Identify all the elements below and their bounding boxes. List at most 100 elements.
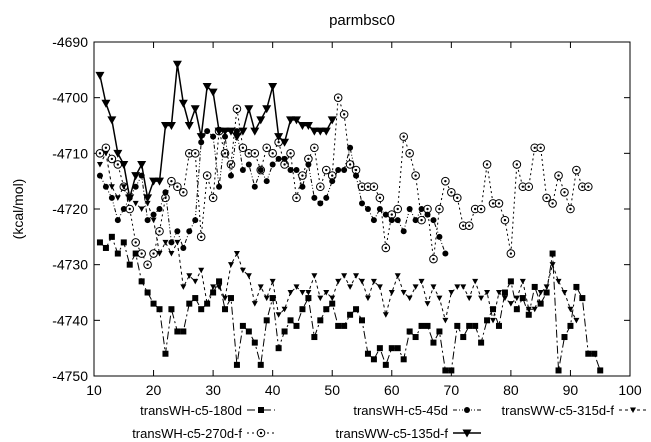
y-tick-label: -4740 xyxy=(52,312,88,328)
data-point xyxy=(501,289,508,296)
data-point xyxy=(311,194,318,201)
data-point xyxy=(269,278,276,285)
data-point xyxy=(143,194,153,203)
data-point xyxy=(494,199,504,208)
data-point xyxy=(436,233,443,240)
legend-label: transWW-c5-315d-f xyxy=(502,403,615,418)
data-point xyxy=(323,306,330,313)
data-point xyxy=(245,328,252,335)
data-point xyxy=(132,250,139,257)
data-point xyxy=(222,306,229,313)
data-point xyxy=(120,206,127,212)
data-point xyxy=(323,290,330,296)
data-point xyxy=(226,160,236,169)
data-point xyxy=(399,132,408,141)
data-point xyxy=(222,295,229,302)
data-point xyxy=(464,407,470,413)
data-point xyxy=(341,167,348,174)
data-point xyxy=(585,350,592,357)
x-tick-label: 60 xyxy=(384,382,400,398)
data-point xyxy=(393,204,403,214)
data-point xyxy=(131,172,141,181)
data-point xyxy=(495,322,502,329)
data-point xyxy=(220,127,230,136)
data-point xyxy=(180,244,187,251)
data-point xyxy=(405,149,414,158)
data-point xyxy=(155,226,164,236)
data-point xyxy=(573,283,580,290)
data-point xyxy=(376,284,383,290)
series-transWW-c5-135d-f xyxy=(95,60,337,203)
data-point xyxy=(555,367,562,374)
data-point xyxy=(537,300,544,307)
data-point xyxy=(174,328,181,335)
data-point xyxy=(370,356,377,363)
x-tick-label: 70 xyxy=(444,382,460,398)
data-point xyxy=(561,290,568,296)
data-point xyxy=(132,183,139,190)
data-point xyxy=(388,290,395,296)
data-point xyxy=(506,249,516,258)
y-tick-label: -4730 xyxy=(52,257,88,273)
data-point xyxy=(120,239,127,246)
data-point xyxy=(281,155,288,162)
data-point xyxy=(233,361,240,368)
data-point xyxy=(435,204,444,214)
data-point xyxy=(299,290,306,296)
data-point xyxy=(162,350,169,357)
data-point xyxy=(335,278,342,285)
data-point xyxy=(311,273,318,279)
data-point xyxy=(484,290,491,296)
data-point xyxy=(113,149,123,158)
data-point xyxy=(584,182,593,192)
data-point xyxy=(186,273,193,279)
data-point xyxy=(329,300,336,307)
data-point xyxy=(144,289,151,296)
data-point xyxy=(287,290,294,296)
data-point xyxy=(460,284,467,290)
data-point xyxy=(168,239,175,246)
data-point xyxy=(549,262,556,268)
data-point xyxy=(347,144,354,151)
data-point xyxy=(317,200,324,207)
data-point xyxy=(567,306,574,313)
data-point xyxy=(198,267,205,274)
data-point xyxy=(436,328,443,335)
data-point xyxy=(174,228,181,235)
data-point xyxy=(507,301,514,307)
data-point xyxy=(114,250,121,257)
data-point xyxy=(310,143,319,153)
data-point xyxy=(291,116,301,125)
data-point xyxy=(454,322,461,329)
data-point xyxy=(198,139,205,146)
data-point xyxy=(316,182,325,192)
data-point xyxy=(286,149,295,158)
data-point xyxy=(280,138,290,147)
data-point xyxy=(537,290,544,296)
data-point xyxy=(196,133,206,142)
data-point xyxy=(382,361,389,368)
data-point xyxy=(353,306,360,313)
data-point xyxy=(186,300,193,307)
data-point xyxy=(543,289,550,296)
data-point xyxy=(630,407,636,413)
data-point xyxy=(268,149,277,158)
y-axis-label: (kcal/mol) xyxy=(10,179,26,240)
series-line xyxy=(99,235,601,371)
data-point xyxy=(257,361,264,368)
data-point xyxy=(166,122,176,130)
series-line xyxy=(99,64,333,201)
data-point xyxy=(370,278,377,285)
legend-label: transWH-c5-270d-f xyxy=(132,426,242,441)
data-point xyxy=(359,278,365,285)
data-point xyxy=(167,176,176,186)
data-point xyxy=(315,127,325,136)
legend-item: transWW-c5-315d-f xyxy=(502,403,647,418)
data-point xyxy=(293,284,300,290)
data-point xyxy=(275,345,282,352)
data-point xyxy=(150,217,157,224)
data-point xyxy=(131,238,140,247)
data-point xyxy=(238,143,248,153)
data-point xyxy=(101,143,111,153)
data-point xyxy=(406,206,413,212)
